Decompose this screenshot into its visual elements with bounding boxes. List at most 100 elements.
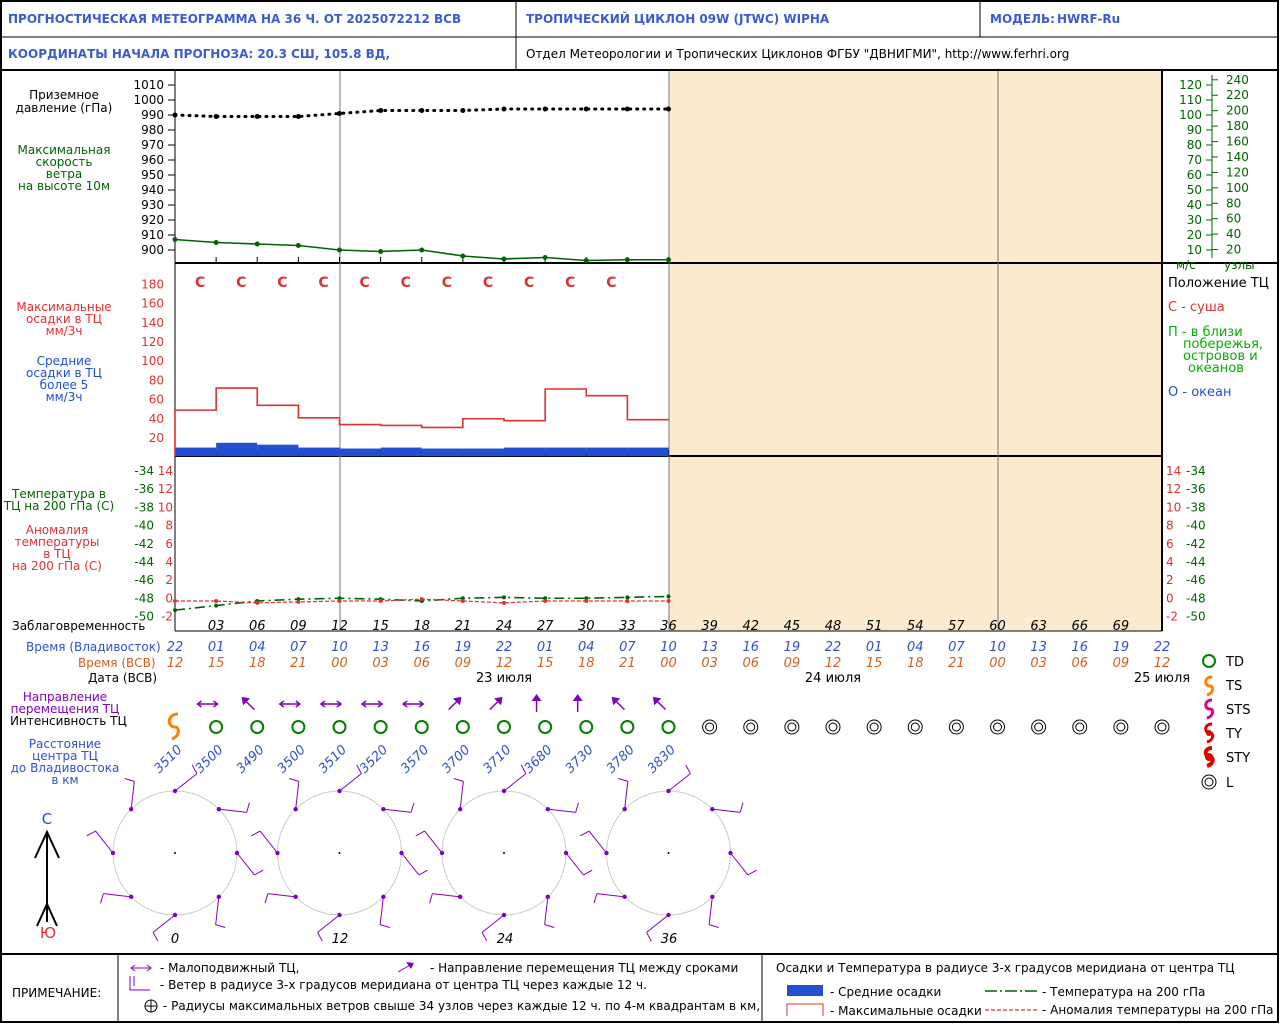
intensity-td-icon	[209, 720, 224, 734]
mean-precip-label-2: осадки в ТЦ	[26, 366, 102, 380]
wind-ms-tick-label: 100	[1179, 108, 1202, 122]
time-vsv: 06	[413, 656, 430, 671]
pressure-tick-label: 930	[141, 198, 164, 212]
position-coast-1: П - в близи	[1168, 325, 1243, 340]
wind-barb-point	[293, 806, 298, 812]
max-wind-point	[624, 257, 630, 263]
precip-tick-label: 140	[141, 316, 164, 330]
direction-arrow-head	[611, 696, 621, 706]
direction-arrow	[241, 696, 255, 711]
wind-barb-feather	[215, 924, 226, 928]
mean-precip-bar	[545, 447, 587, 457]
wind-radii-center	[174, 852, 176, 854]
time-vsv: 03	[372, 656, 389, 671]
intensity-low-icon-outer	[1072, 719, 1088, 735]
legend-ts: TS	[1225, 679, 1242, 694]
max-precip-line	[174, 387, 669, 457]
note-radii: - Радиусы максимальных ветров свыше 34 у…	[163, 999, 760, 1013]
wind-barb-feather	[453, 778, 464, 782]
lead-hour-label: 30	[578, 619, 595, 634]
position-marker: С	[401, 275, 411, 291]
intensity-td-icon	[373, 720, 388, 734]
wind-kt-tick-label: 200	[1226, 104, 1249, 118]
mean-precip-bar	[504, 447, 546, 457]
anomaly-tick-label: 6	[165, 537, 173, 551]
mean-precip-label-1: Средние	[37, 354, 92, 368]
pressure-point	[337, 111, 342, 116]
anomaly-tick-label: 0	[165, 591, 173, 605]
precip-tick-label: 160	[141, 297, 164, 311]
pressure-point	[460, 108, 466, 113]
wind-barb-shaft	[668, 773, 691, 792]
meteogram-title: ПРОГНОСТИЧЕСКАЯ МЕТЕОГРАММА НА 36 Ч. ОТ …	[8, 12, 461, 26]
mean-precip-swatch	[787, 985, 823, 996]
anomaly-tick-label-right: 6	[1166, 537, 1174, 551]
ts-icon	[1204, 675, 1215, 697]
temp-tick-label: -38	[134, 500, 154, 514]
position-coast-2: побережья,	[1183, 337, 1263, 352]
lead-hour-label: 60	[989, 619, 1006, 634]
direction-label-2: перемещения ТЦ	[11, 702, 120, 716]
lead-hour-label: 57	[948, 619, 965, 634]
pressure-tick-label: 940	[141, 183, 164, 197]
wind-barb-feather	[415, 830, 425, 837]
distance-label-1: Расстояние	[29, 737, 101, 751]
wind-barb-shaft	[588, 830, 607, 854]
intensity-low-icon-inner	[993, 722, 1002, 732]
intensity-low-icon-outer	[948, 719, 964, 735]
direction-arrow-head	[494, 696, 503, 706]
wind-barb-feather	[124, 778, 135, 782]
wind-barb-feather	[86, 830, 96, 837]
wind-kt-tick-label: 220	[1226, 88, 1249, 102]
anomaly-point	[337, 599, 342, 603]
time-vladivostok: 16	[413, 640, 430, 655]
max-precip-label-1: Максимальные	[16, 300, 111, 314]
direction-arrow	[531, 694, 542, 712]
time-vsv: 21	[290, 656, 307, 671]
wind-barb-feather	[152, 932, 159, 942]
wind-label-4: на высоте 10м	[18, 179, 110, 193]
max-wind-point	[542, 255, 548, 260]
position-land: С - суша	[1168, 300, 1225, 315]
pressure-tick-label: 1010	[133, 78, 164, 92]
position-ocean: О - океан	[1168, 385, 1231, 400]
position-marker: С	[195, 275, 205, 291]
time-vladivostok: 13	[1030, 640, 1047, 655]
mean-precip-label-3: более 5	[40, 378, 89, 392]
wind-barb-shaft	[544, 896, 549, 925]
wind-ms-tick-label: 60	[1187, 168, 1202, 182]
wind-barb-point	[457, 806, 463, 812]
time-vsv: 12	[825, 656, 842, 671]
precip-tick-label: 100	[141, 354, 164, 368]
time-vsv: 09	[784, 656, 801, 671]
position-marker: С	[483, 275, 493, 291]
wind-barb-feather	[254, 869, 264, 876]
wind-barb-feather	[739, 802, 744, 813]
intensity-low-icon-inner	[910, 722, 920, 732]
wind-barb-feather	[418, 869, 428, 876]
temp-200-point	[543, 596, 548, 601]
wind-barb-feather	[575, 802, 579, 813]
wind-barb-feather	[618, 778, 629, 782]
lead-hour-label: 69	[1113, 619, 1130, 634]
intensity-low-icon-inner	[828, 722, 838, 732]
pressure-point	[378, 108, 384, 113]
time-vsv-label: Время (ВСВ)	[78, 656, 156, 670]
stationary-icon	[130, 964, 152, 972]
time-vsv: 21	[619, 656, 636, 671]
north-label: С	[42, 810, 52, 828]
mean-precip-bar	[216, 442, 258, 457]
sty-icon	[1203, 746, 1215, 768]
pressure-point	[542, 106, 548, 112]
anomaly-tick-label-right: 2	[1166, 573, 1174, 587]
mean-precip-bar	[339, 448, 381, 457]
anomaly-point	[255, 600, 260, 605]
anomaly-tick-label: 4	[165, 555, 173, 569]
anomaly-point	[419, 597, 424, 602]
temp-200-point	[296, 597, 301, 602]
temp-200-point	[666, 594, 671, 599]
anomaly-point	[214, 599, 219, 603]
wind-barb-shaft	[424, 830, 443, 854]
